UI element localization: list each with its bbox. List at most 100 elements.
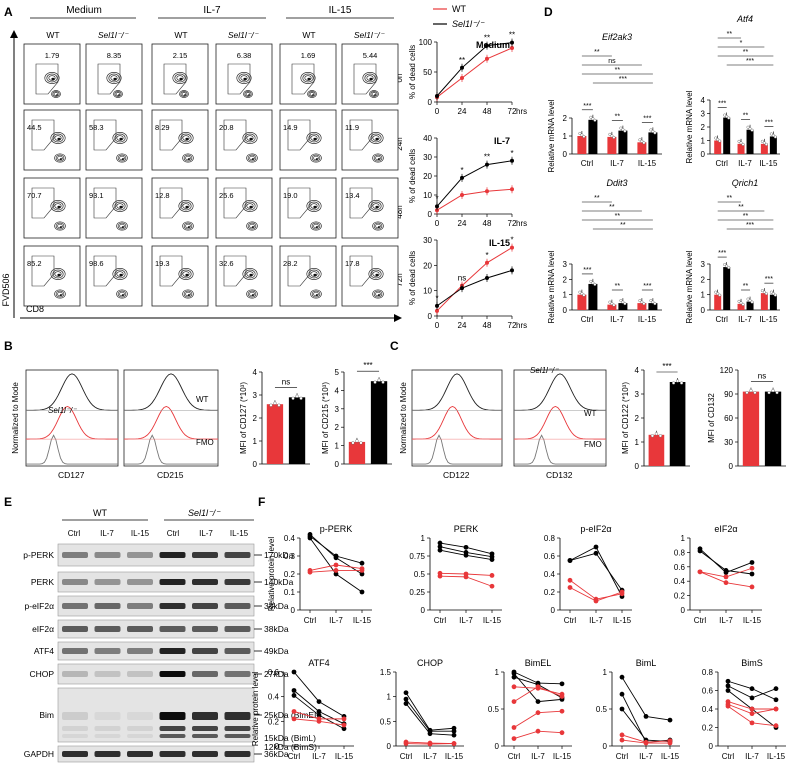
- contour-ring: [313, 223, 319, 229]
- chart-b-cd215: 0 1 2 3 4 5 MFI of CD215 (*10³) ***: [321, 361, 392, 469]
- series-line: [436, 42, 513, 97]
- blot-band: [62, 751, 88, 757]
- replicate-dot: [619, 126, 623, 130]
- data-point: [667, 717, 673, 723]
- contour-ring: [311, 290, 321, 298]
- contour-ring: [371, 92, 377, 96]
- contour-core: [119, 273, 123, 277]
- significance-mark: ns: [282, 377, 290, 386]
- contour-ring: [54, 289, 66, 299]
- blot-size-label: 170kDa: [264, 550, 294, 560]
- genotype-label: WT: [174, 30, 187, 40]
- category-label: IL-15: [638, 159, 657, 168]
- bar: [714, 294, 722, 310]
- significance-mark: **: [459, 56, 465, 65]
- replicate-dot: [623, 302, 627, 306]
- data-point: [725, 703, 731, 709]
- blot-band: [224, 726, 251, 731]
- contour-ring: [178, 200, 194, 212]
- replicate-dot: [750, 300, 754, 304]
- contour-ring: [179, 90, 189, 98]
- panel-a-flow: Medium IL-7 IL-15 WT Sel1l⁻/⁻ WT Sel1l⁻/⁻ WT Sel…: [1, 5, 404, 322]
- data-point: [773, 686, 779, 692]
- contour-ring: [243, 90, 253, 98]
- bar: [648, 434, 665, 466]
- contour-core: [307, 77, 311, 81]
- contour-ring: [180, 201, 192, 211]
- contour-core: [377, 294, 381, 296]
- contour-core: [57, 205, 61, 209]
- category-label: IL-15: [553, 752, 572, 761]
- contour-ring: [245, 92, 251, 96]
- protein-title: BimL: [636, 658, 657, 668]
- contour-ring: [54, 271, 62, 277]
- gate-percentage: 2.15: [173, 51, 188, 60]
- blot-band: [94, 626, 121, 632]
- gate: [159, 255, 183, 287]
- contour-ring: [108, 73, 120, 83]
- chart-d-ddit3: 0 1 2 3 Relative mRNA level Ddit3 Ctrl IL-7 IL-1…: [547, 178, 662, 324]
- data-point: [723, 568, 729, 573]
- data-point: [485, 260, 489, 265]
- category-label: IL-15: [613, 616, 632, 625]
- bar: [760, 143, 768, 154]
- replicate-dot: [714, 290, 718, 294]
- data-point: [307, 569, 313, 575]
- y-tick-label: 0.4: [544, 570, 556, 579]
- histogram-curve: [514, 434, 606, 465]
- contour-ring: [249, 291, 255, 297]
- replicate-dot: [671, 381, 676, 385]
- replicate-dot: [727, 116, 731, 120]
- blot-group-label: Sel1l⁻/⁻: [188, 508, 221, 518]
- replicate-dot: [619, 299, 623, 303]
- significance-mark: *: [510, 236, 513, 245]
- y-tick-label: 90: [724, 390, 733, 399]
- histogram-frame: [513, 369, 607, 467]
- contour-ring: [310, 289, 322, 299]
- replicate-dot: [638, 138, 642, 142]
- data-point: [463, 574, 469, 580]
- significance-mark: ***: [765, 276, 773, 283]
- bar: [607, 304, 617, 310]
- data-point: [619, 591, 625, 597]
- replicate-dot: [769, 290, 773, 294]
- replicate-dot: [773, 135, 777, 139]
- category-label: IL-15: [483, 616, 502, 625]
- data-point: [749, 584, 755, 590]
- x-unit-label: hrs: [516, 107, 527, 116]
- category-label: Ctrl: [434, 616, 447, 625]
- y-tick-label: 0: [551, 606, 556, 615]
- contour-ring: [310, 271, 318, 277]
- y-axis-label: Relative mRNA level: [685, 250, 694, 323]
- significance-mark: ns: [608, 58, 616, 65]
- data-point: [559, 730, 565, 736]
- y-tick-label: 0: [681, 606, 686, 615]
- replicate-dot: [760, 139, 764, 143]
- panel-letter-d: D: [544, 5, 553, 19]
- panel-letter-e: E: [4, 495, 12, 509]
- data-point: [535, 728, 541, 734]
- y-tick-label: 0: [495, 742, 500, 751]
- histogram-curve: [412, 434, 502, 465]
- contour-ring: [313, 291, 319, 297]
- contour-core: [243, 77, 247, 81]
- blot-band: [192, 648, 218, 654]
- replicate-dot: [591, 281, 595, 285]
- blot-band: [192, 751, 218, 757]
- blot-band: [192, 712, 218, 720]
- blot-band: [62, 626, 88, 632]
- blot-band: [127, 648, 153, 654]
- replicate-dot: [355, 439, 359, 443]
- data-point: [437, 540, 443, 546]
- replicate-dot: [745, 391, 749, 395]
- contour-core: [59, 158, 63, 160]
- blot-band: [127, 671, 153, 677]
- contour-ring: [242, 268, 258, 280]
- y-axis-label: Relative mRNA level: [685, 90, 694, 163]
- blot-size-label: 38kDa: [264, 601, 289, 611]
- contour-core: [375, 137, 379, 141]
- data-point: [749, 565, 755, 571]
- chart-f-biml: 0 0.5 1 Ctrl IL-7 IL-15 BimL: [596, 658, 680, 761]
- significance-mark: *: [460, 166, 463, 175]
